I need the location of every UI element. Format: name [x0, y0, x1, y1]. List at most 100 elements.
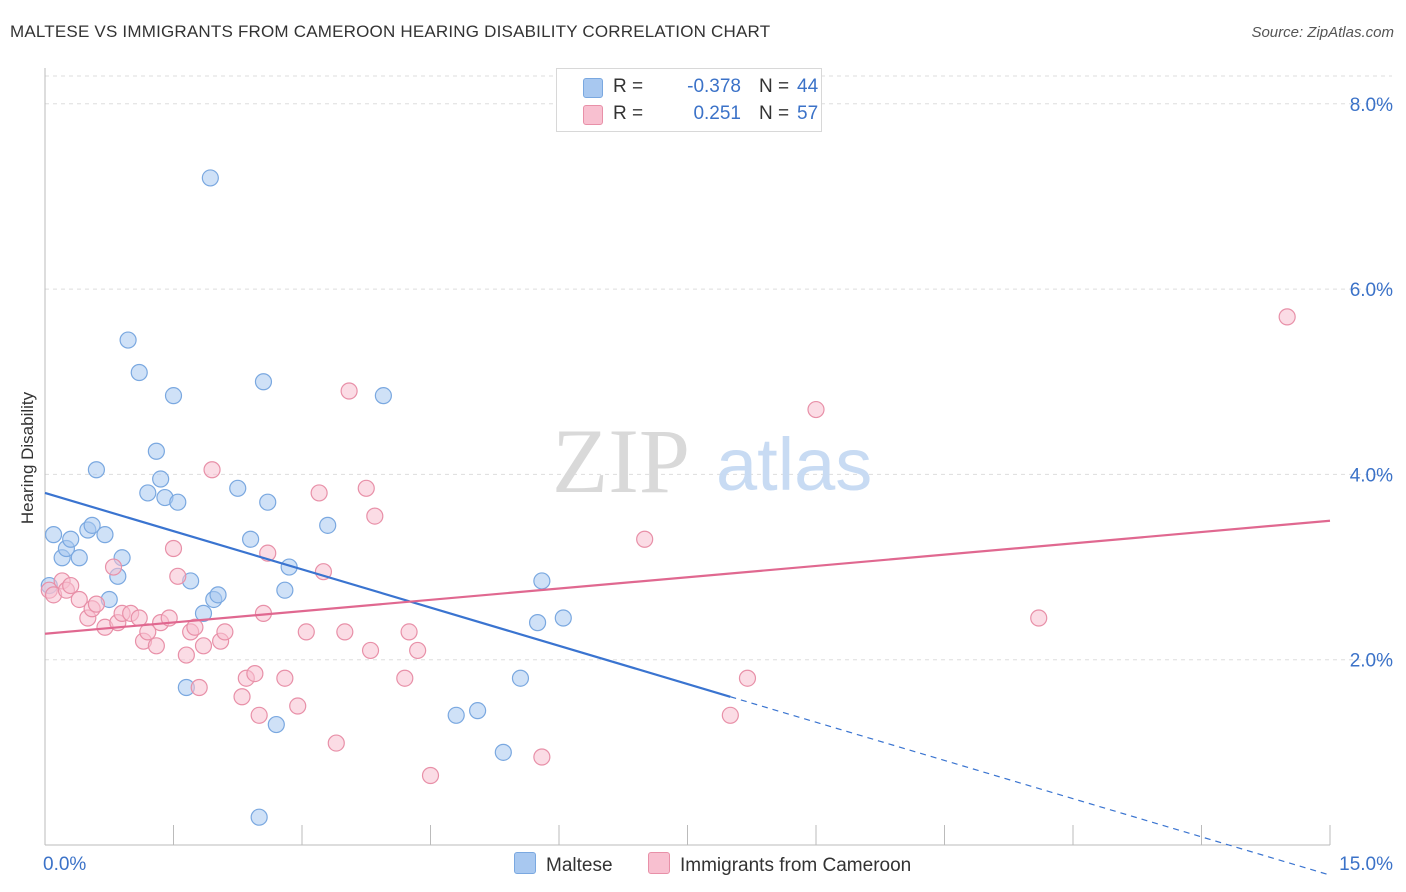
cameroon-point [421, 766, 440, 785]
cameroon-point [147, 637, 165, 655]
cameroon-point [130, 609, 148, 627]
maltese-point [447, 706, 465, 724]
chart-title: MALTESE VS IMMIGRANTS FROM CAMEROON HEAR… [10, 22, 771, 41]
cameroon-point [336, 623, 354, 641]
legend-r-label: R = [613, 103, 644, 124]
legend-r-value: 0.251 [693, 103, 741, 124]
maltese-point [250, 808, 268, 826]
correlation-legend: R = -0.378 N = 44 R = 0.251 N = 57 [556, 68, 822, 132]
maltese-point [62, 530, 80, 548]
maltese-point [533, 572, 551, 590]
maltese-point [554, 609, 572, 627]
x-tick-label-end: 15.0% [1339, 854, 1393, 875]
legend-swatch-maltese [583, 78, 603, 98]
maltese-point [87, 461, 106, 479]
y-tick-label: 8.0% [1350, 95, 1393, 116]
y-tick-label: 2.0% [1350, 651, 1393, 672]
maltese-point [96, 526, 114, 544]
bottom-legend-cameroon: Immigrants from Cameroon [648, 852, 911, 877]
maltese-point [70, 549, 88, 567]
maltese-point [139, 484, 157, 502]
maltese-point [374, 387, 392, 405]
cameroon-point [1278, 308, 1296, 326]
bottom-legend-swatch-maltese [514, 852, 536, 874]
maltese-point [119, 331, 137, 349]
cameroon-point [1030, 609, 1048, 627]
axes [44, 68, 1331, 846]
cameroon-point [70, 590, 88, 609]
watermark-zip: ZIP [552, 410, 690, 512]
maltese-point [276, 581, 294, 599]
trend-lines [44, 491, 1331, 876]
cameroon-point [164, 539, 183, 558]
cameroon-point [62, 576, 80, 595]
cameroon-point [400, 623, 418, 641]
bottom-legend-label-maltese: Maltese [546, 855, 613, 876]
cameroon-point [190, 678, 208, 697]
maltese-point [130, 363, 148, 382]
cameroon-point [276, 669, 294, 687]
y-tick-label: 4.0% [1350, 465, 1393, 486]
maltese-point [242, 530, 260, 548]
cameroon-point [203, 461, 221, 479]
cameroon-point [87, 595, 106, 613]
legend-r-label: R = [613, 76, 644, 97]
maltese-point [494, 743, 512, 761]
maltese-point [229, 479, 247, 497]
legend-swatch-cameroon [583, 105, 603, 125]
maltese-point [259, 493, 277, 511]
cameroon-point [738, 669, 757, 687]
legend-n-label: N = [759, 103, 790, 124]
legend-n-label: N = [759, 76, 790, 97]
bottom-legend-swatch-cameroon [648, 852, 670, 874]
cameroon-point [297, 623, 315, 641]
cameroon-point [310, 484, 328, 502]
bottom-legend-maltese: Maltese [514, 852, 613, 877]
maltese-point [201, 169, 219, 187]
cameroon-point [233, 688, 251, 706]
source-label: Source: ZipAtlas.com [1251, 24, 1394, 41]
maltese-point [83, 516, 101, 534]
y-axis-label: Hearing Disability [18, 391, 37, 524]
cameroon-point [396, 669, 414, 687]
cameroon-point [636, 530, 654, 548]
x-tick-label-start: 0.0% [43, 854, 86, 875]
maltese-point [319, 516, 337, 534]
maltese-point [267, 715, 285, 734]
cameroon-point [807, 400, 825, 419]
bottom-legend-label-cameroon: Immigrants from Cameroon [680, 855, 912, 876]
cameroon-point [250, 706, 268, 724]
gridlines [45, 75, 1392, 661]
maltese-point [209, 586, 227, 604]
maltese-point [169, 493, 187, 511]
cameroon-point [361, 641, 380, 660]
cameroon-point [169, 567, 187, 585]
y-tick-label: 6.0% [1350, 280, 1393, 301]
cameroon-point [366, 507, 384, 525]
maltese-point [44, 526, 63, 544]
cameroon-point [340, 382, 358, 400]
cameroon-point [246, 664, 264, 683]
tick-labels: 2.0% 4.0% 6.0% 8.0% 0.0% 15.0% [43, 95, 1393, 875]
legend-n-value: 57 [797, 103, 819, 124]
maltese-point [528, 614, 547, 632]
maltese-point [147, 442, 165, 460]
legend-r-value: -0.378 [687, 76, 741, 97]
cameroon-point [289, 697, 307, 715]
cameroon-point [186, 618, 204, 636]
maltese-point [194, 604, 213, 622]
cameroon-point [327, 734, 345, 752]
maltese-point [254, 373, 273, 391]
legend-n-value: 44 [797, 76, 819, 97]
cameroon-point [409, 641, 427, 660]
maltese-point [511, 669, 530, 687]
maltese-trend-extension [730, 696, 1331, 876]
data-points [40, 169, 1296, 826]
watermark-atlas: atlas [716, 423, 872, 506]
cameroon-point [533, 748, 551, 766]
maltese-point [152, 470, 170, 488]
cameroon-point [194, 637, 213, 655]
cameroon-point [357, 479, 375, 497]
maltese-trend-line [44, 491, 731, 698]
